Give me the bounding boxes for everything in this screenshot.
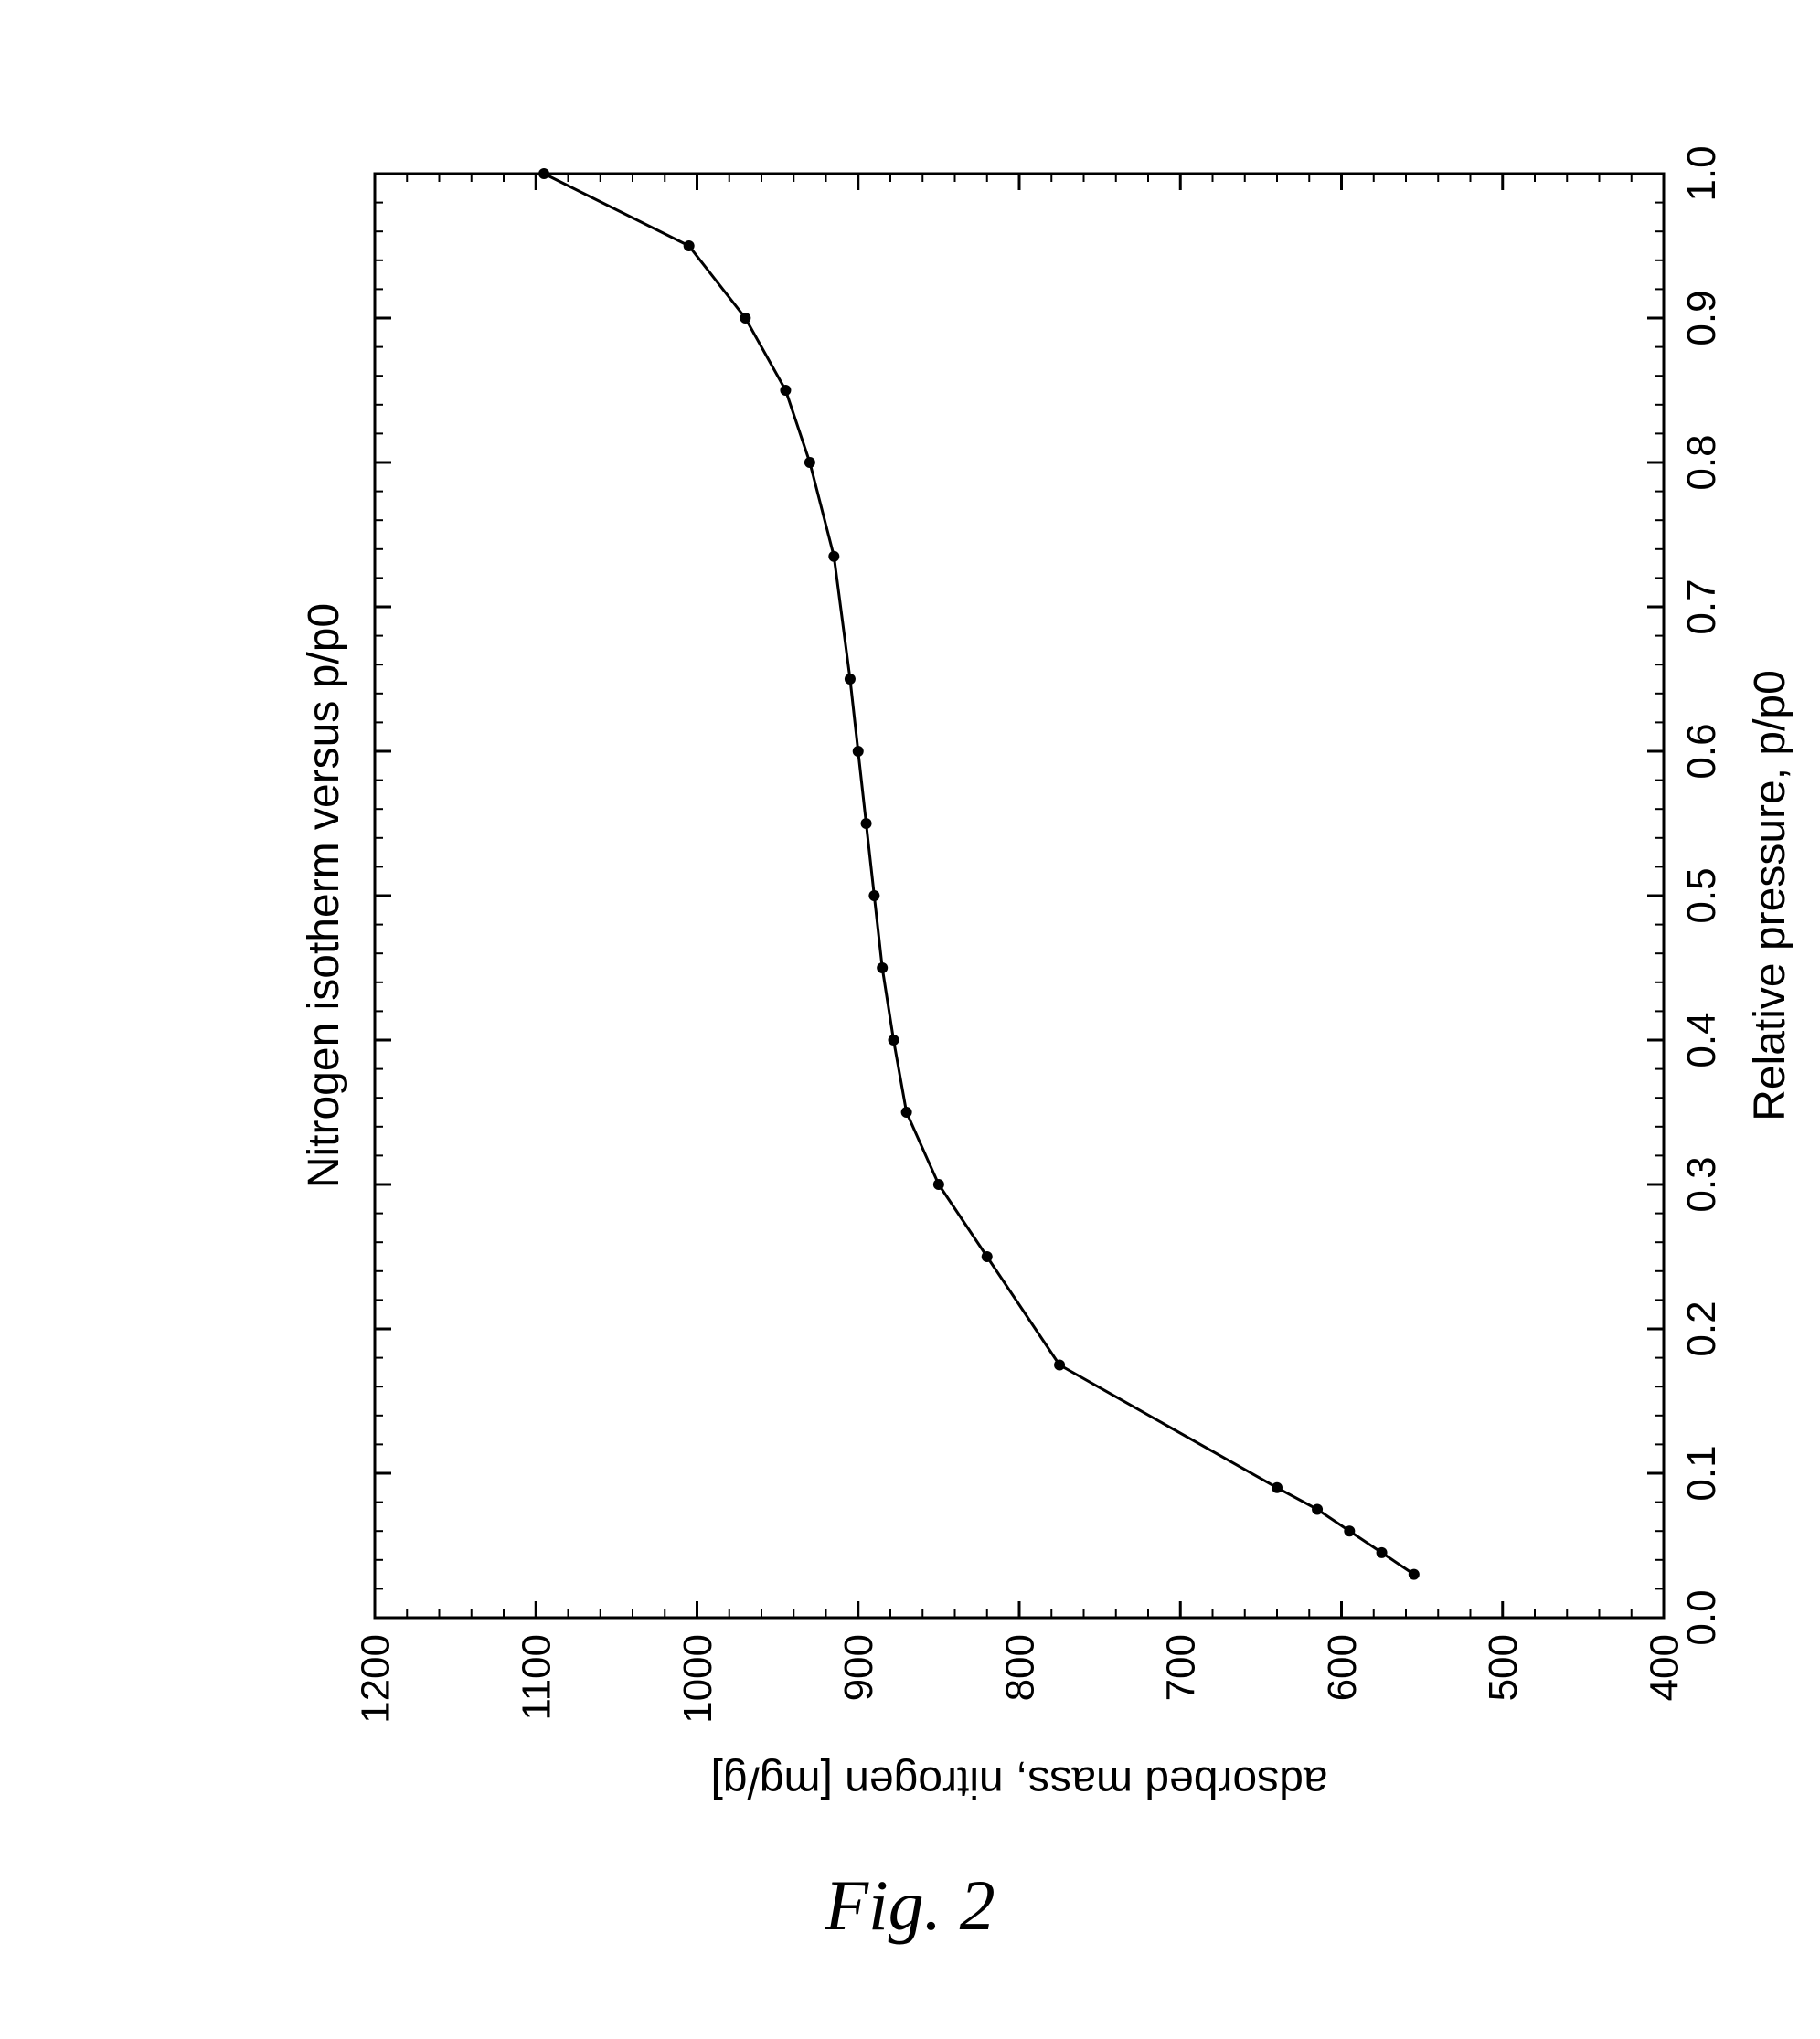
svg-text:800: 800 [997, 1634, 1042, 1701]
svg-text:0.4: 0.4 [1679, 1012, 1724, 1067]
svg-text:600: 600 [1320, 1634, 1365, 1701]
svg-text:Nitrogen isotherm versus p/p0: Nitrogen isotherm versus p/p0 [300, 603, 348, 1188]
svg-text:0.3: 0.3 [1679, 1156, 1724, 1212]
svg-text:Relative pressure, p/p0: Relative pressure, p/p0 [1746, 670, 1794, 1121]
figure-caption: Fig. 2 [0, 1864, 1820, 1947]
svg-text:0.7: 0.7 [1679, 579, 1724, 634]
svg-text:500: 500 [1481, 1634, 1526, 1701]
svg-text:700: 700 [1159, 1634, 1204, 1701]
svg-text:0.2: 0.2 [1679, 1301, 1724, 1356]
svg-text:1000: 1000 [676, 1634, 720, 1724]
svg-text:0.9: 0.9 [1679, 290, 1724, 345]
svg-text:0.8: 0.8 [1679, 434, 1724, 490]
svg-text:1200: 1200 [353, 1634, 398, 1724]
isotherm-chart: 0.00.10.20.30.40.50.60.70.80.91.04005006… [0, 0, 1820, 2039]
svg-text:1100: 1100 [515, 1634, 559, 1721]
svg-text:adsorbed mass, nitrogen [mg/g]: adsorbed mass, nitrogen [mg/g] [710, 1758, 1327, 1806]
svg-text:0.6: 0.6 [1679, 723, 1724, 779]
svg-text:0.5: 0.5 [1679, 867, 1724, 923]
svg-text:0.1: 0.1 [1679, 1445, 1724, 1501]
svg-text:400: 400 [1642, 1634, 1687, 1701]
page: 0.00.10.20.30.40.50.60.70.80.91.04005006… [0, 0, 1820, 2039]
svg-text:1.0: 1.0 [1679, 145, 1724, 201]
svg-text:900: 900 [836, 1634, 881, 1701]
